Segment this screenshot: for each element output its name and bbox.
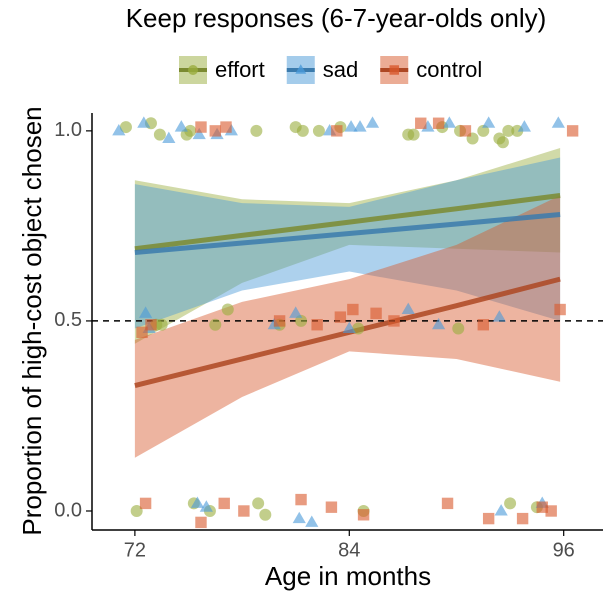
point (482, 116, 496, 128)
point (331, 125, 343, 137)
point (551, 116, 565, 128)
axes: 72 84 96 0.0 0.5 1.0 (54, 113, 603, 561)
legend-label: control (416, 57, 482, 82)
point (342, 321, 356, 334)
point (174, 120, 188, 132)
x-axis-label: Age in months (265, 561, 431, 591)
point (188, 65, 198, 75)
points (112, 116, 579, 529)
chart-title: Keep responses (6-7-year-olds only) (126, 3, 547, 33)
point (252, 497, 265, 510)
point (145, 319, 157, 331)
point (325, 501, 338, 513)
confidence-band (134, 147, 561, 344)
point (517, 120, 531, 132)
fit-line (134, 193, 561, 252)
y-tick-label: 0.0 (54, 499, 82, 521)
point (192, 127, 206, 140)
point (218, 497, 230, 510)
point (492, 310, 506, 322)
point (199, 500, 213, 512)
point (221, 303, 234, 316)
legend-label: effort (215, 57, 265, 82)
point (292, 511, 306, 524)
point (312, 124, 325, 137)
point (195, 121, 207, 133)
point (504, 497, 517, 510)
point (401, 302, 415, 315)
point (482, 512, 495, 525)
point (442, 116, 456, 128)
point (496, 136, 509, 149)
point (536, 501, 548, 513)
point (477, 124, 490, 137)
point (139, 497, 152, 510)
point (516, 512, 529, 525)
point (452, 322, 465, 335)
legend-label: sad (323, 57, 358, 82)
point (155, 318, 168, 331)
point (238, 505, 250, 517)
y-tick-label: 1.0 (54, 119, 82, 141)
point (357, 509, 370, 521)
point (432, 317, 446, 330)
point (494, 504, 508, 516)
point (119, 121, 132, 134)
point (209, 125, 221, 137)
point (352, 322, 365, 335)
point (220, 121, 232, 133)
bands (134, 147, 561, 458)
point (136, 326, 148, 339)
x-tick-label: 96 (553, 539, 575, 561)
point (250, 124, 263, 137)
y-axis-label: Proportion of high-cost object chosen (17, 106, 47, 535)
point (347, 303, 359, 316)
point (296, 124, 309, 137)
point (365, 116, 380, 128)
point (295, 64, 307, 74)
y-tick-label: 0.5 (54, 309, 82, 331)
point (502, 124, 515, 137)
point (353, 120, 367, 132)
point (195, 516, 207, 529)
point (190, 496, 205, 508)
point (566, 125, 579, 137)
point (344, 120, 358, 132)
point (139, 306, 153, 318)
point (545, 505, 557, 517)
point (370, 307, 382, 320)
point (311, 319, 323, 331)
point (259, 508, 272, 521)
confidence-band (134, 157, 561, 329)
legend: effort sad control (179, 56, 482, 84)
x-tick-label: 84 (338, 539, 360, 561)
point (209, 318, 222, 331)
point (432, 117, 445, 129)
point (407, 128, 420, 141)
point (554, 303, 566, 316)
point (273, 315, 286, 327)
point (334, 311, 347, 323)
point (477, 319, 489, 331)
point (184, 124, 197, 137)
point (459, 125, 472, 137)
point (162, 131, 176, 143)
fit-line (134, 212, 561, 255)
point (130, 504, 143, 517)
point (441, 497, 454, 510)
point (295, 314, 308, 327)
point (137, 116, 151, 128)
point (305, 515, 319, 527)
point (295, 493, 307, 506)
point (153, 128, 166, 141)
point (388, 315, 400, 327)
point (112, 123, 126, 136)
point (415, 117, 427, 129)
point (389, 65, 399, 75)
x-tick-label: 72 (124, 539, 146, 561)
point (289, 306, 303, 318)
